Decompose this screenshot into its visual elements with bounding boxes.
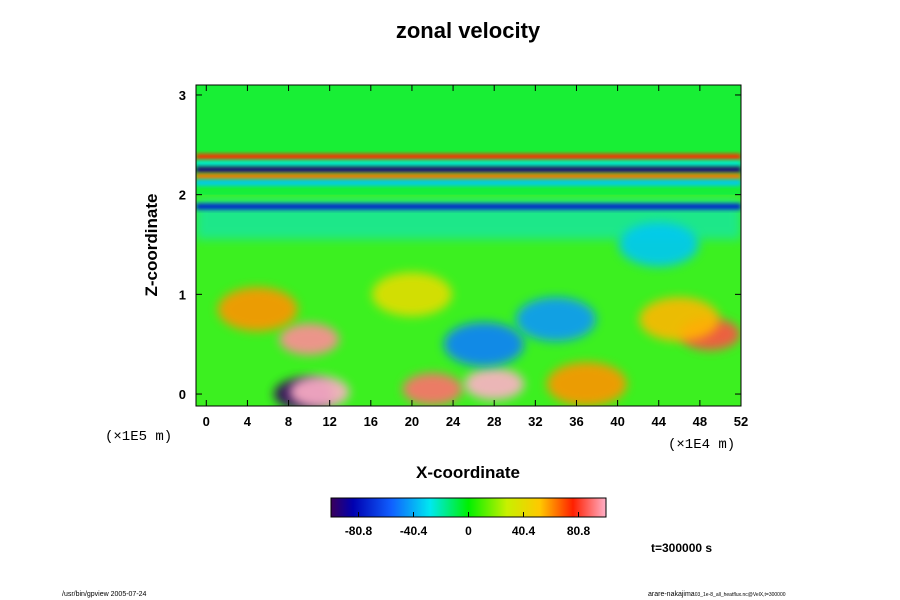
band-5 [196,203,741,210]
feature-1 [217,287,298,332]
x-tick-label-10: 40 [610,414,624,429]
feature-8 [639,297,720,342]
colorbar-tick-label-1: -40.4 [400,524,428,538]
chart-title: zonal velocity [396,18,541,43]
band-3 [196,173,741,180]
y-tick-label-2: 2 [179,188,186,203]
band-2 [196,166,741,173]
y-axis-label: Z-coordinate [142,194,161,297]
feature-9 [443,322,524,367]
x-axis-label: X-coordinate [416,463,520,482]
y-tick-label-1: 1 [179,287,186,302]
colorbar-ticks: -80.8 -40.4 0 40.4 80.8 [345,512,591,538]
x-tick-label-8: 32 [528,414,542,429]
colorbar-tick-label-3: 40.4 [512,524,536,538]
feature-6 [546,362,627,406]
x-tick-label-5: 20 [405,414,419,429]
time-label: t=300000 s [651,541,712,555]
x-tick-label-7: 28 [487,414,501,429]
footer-right-sub: 03_1e-8_all_heatflux.nc@VelX,t=300000 [695,592,786,598]
x-tick-label-12: 48 [693,414,707,429]
heatmap-field [196,85,741,406]
x-tick-label-1: 4 [244,414,252,429]
colorbar-tick-label-0: -80.8 [345,524,373,538]
band-0 [196,153,741,160]
feature-10 [515,297,596,342]
feature-3 [289,376,350,406]
footer-left: /usr/bin/gpview 2005-07-24 [62,591,147,598]
feature-4 [402,373,463,406]
x-tick-label-0: 0 [203,414,210,429]
colorbar-tick-label-4: 80.8 [567,524,591,538]
colorbar-tick-label-2: 0 [465,524,472,538]
footer-right-main: arare-nakajima [648,591,695,598]
y-scale-note: (×1E5 m) [105,429,172,445]
y-tick-label-3: 3 [179,88,186,103]
feature-11 [371,272,452,317]
x-tick-label-2: 8 [285,414,292,429]
x-scale-note: (×1E4 m) [668,437,735,453]
plot-frame [195,84,742,407]
x-tick-label-6: 24 [446,414,461,429]
y-tick-label-0: 0 [179,387,186,402]
x-tick-label-4: 16 [364,414,378,429]
feature-12 [618,222,699,267]
x-tick-label-3: 12 [322,414,336,429]
band-4 [196,179,741,186]
x-tick-label-11: 44 [652,414,667,429]
feature-0 [279,323,340,356]
x-tick-label-13: 52 [734,414,748,429]
band-1 [196,160,741,167]
footer-right: arare-nakajima03_1e-8_all_heatflux.nc@Ve… [648,591,786,598]
x-tick-label-9: 36 [569,414,583,429]
colorbar: -80.8 -40.4 0 40.4 80.8 [330,497,607,538]
feature-5 [464,368,525,401]
